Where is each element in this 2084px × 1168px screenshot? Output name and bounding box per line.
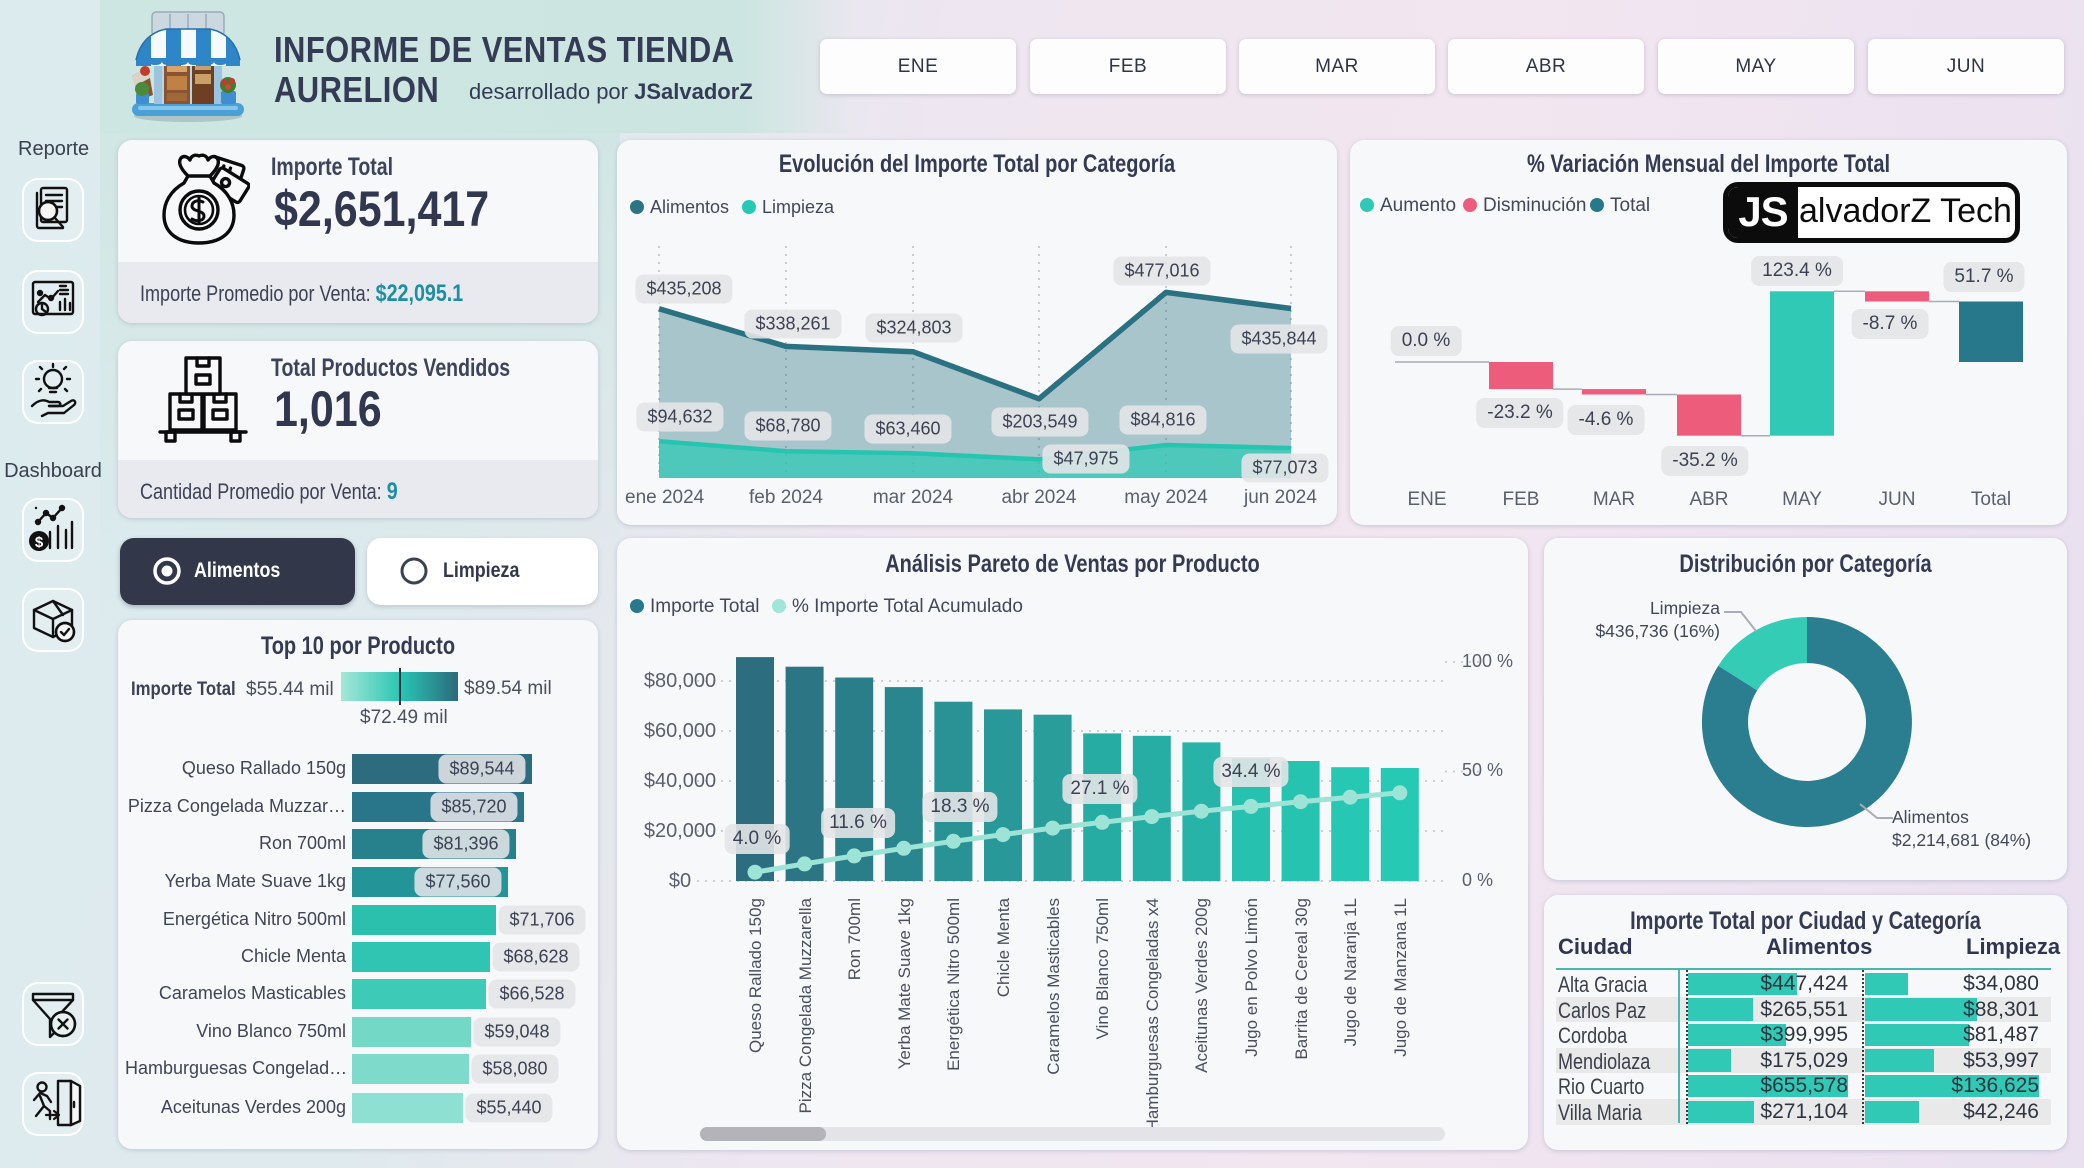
svg-text:Aceitunas Verdes 200g: Aceitunas Verdes 200g xyxy=(1192,898,1211,1073)
svg-text:Pizza Congelada Muzzarella: Pizza Congelada Muzzarella xyxy=(796,897,815,1113)
svg-text:Jugo de Naranja 1L: Jugo de Naranja 1L xyxy=(1341,898,1360,1046)
svg-text:Yerba Mate Suave 1kg: Yerba Mate Suave 1kg xyxy=(895,898,914,1069)
svg-text:Barrita de Cereal 30g: Barrita de Cereal 30g xyxy=(1292,898,1311,1060)
svg-text:Ron 700ml: Ron 700ml xyxy=(845,898,864,980)
svg-text:Vino Blanco 750ml: Vino Blanco 750ml xyxy=(1093,898,1112,1039)
svg-text:Jugo en Polvo Limón: Jugo en Polvo Limón xyxy=(1242,898,1261,1057)
svg-text:Hamburguesas Congeladas x4: Hamburguesas Congeladas x4 xyxy=(1143,898,1162,1131)
svg-text:$: $ xyxy=(35,534,44,551)
svg-text:Caramelos Masticables: Caramelos Masticables xyxy=(1044,898,1063,1075)
svg-text:Jugo de Manzana 1L: Jugo de Manzana 1L xyxy=(1391,898,1410,1057)
svg-text:Queso Rallado 150g: Queso Rallado 150g xyxy=(746,898,765,1053)
svg-text:Chicle Menta: Chicle Menta xyxy=(994,897,1013,997)
svg-text:Energética Nitro 500ml: Energética Nitro 500ml xyxy=(944,898,963,1071)
